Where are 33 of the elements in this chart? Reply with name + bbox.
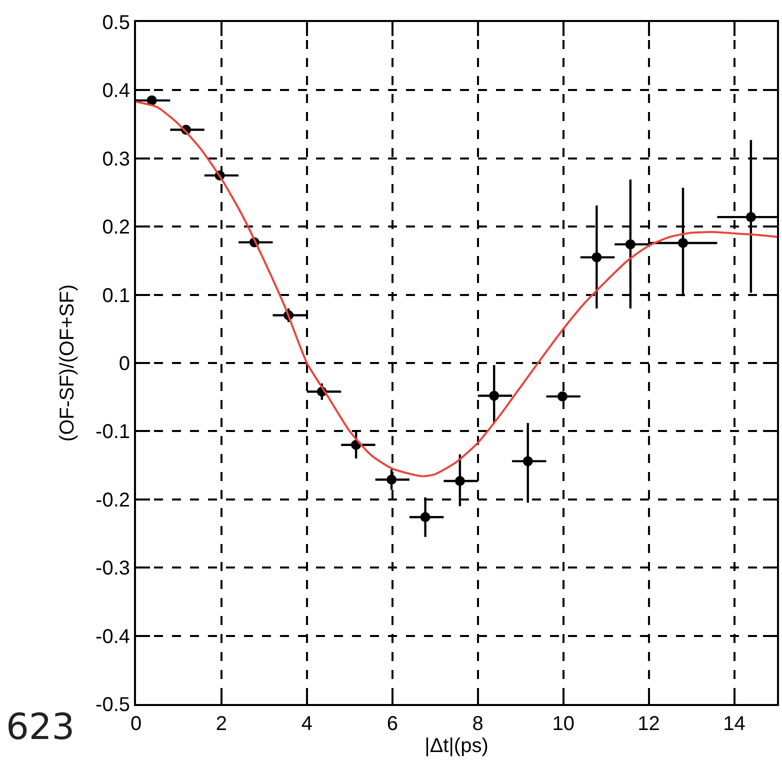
y-tick-label: 0.5 xyxy=(102,12,130,34)
y-tick-label: 0.2 xyxy=(102,216,130,239)
point xyxy=(146,95,157,106)
point xyxy=(592,252,602,262)
y-tick-label: -0.2 xyxy=(96,489,130,512)
y-tick-label: 0.3 xyxy=(102,148,130,170)
point xyxy=(454,476,465,486)
point xyxy=(489,390,500,401)
text: 623 xyxy=(6,707,75,748)
point xyxy=(420,512,430,522)
y-tick-label: -0.5 xyxy=(96,694,130,716)
x-tick-label: 10 xyxy=(552,713,574,735)
point xyxy=(746,212,756,222)
point xyxy=(678,238,688,248)
point xyxy=(522,456,533,466)
y-axis-title: (OF-SF)/(OF+SF) xyxy=(56,284,79,442)
x-tick-label: 8 xyxy=(472,713,484,735)
point xyxy=(625,239,636,250)
x-tick-label: 14 xyxy=(723,713,746,735)
point xyxy=(557,391,568,402)
y-tick-label: 0.1 xyxy=(102,284,130,307)
x-tick-label: 4 xyxy=(301,713,312,735)
y-tick-label: -0.1 xyxy=(96,421,130,444)
x-tick-label: 12 xyxy=(638,713,660,735)
y-tick-label: 0 xyxy=(118,353,130,375)
line-series xyxy=(136,100,777,478)
x-tick-label: 6 xyxy=(386,713,398,735)
y-tick-label: -0.3 xyxy=(96,558,130,580)
point xyxy=(386,474,397,485)
y-tick-label: -0.4 xyxy=(96,626,130,648)
y-tick-label: 0.4 xyxy=(102,80,130,102)
x-axis-title: |Δt|(ps) xyxy=(424,735,488,757)
x-tick-label: 2 xyxy=(216,713,228,735)
